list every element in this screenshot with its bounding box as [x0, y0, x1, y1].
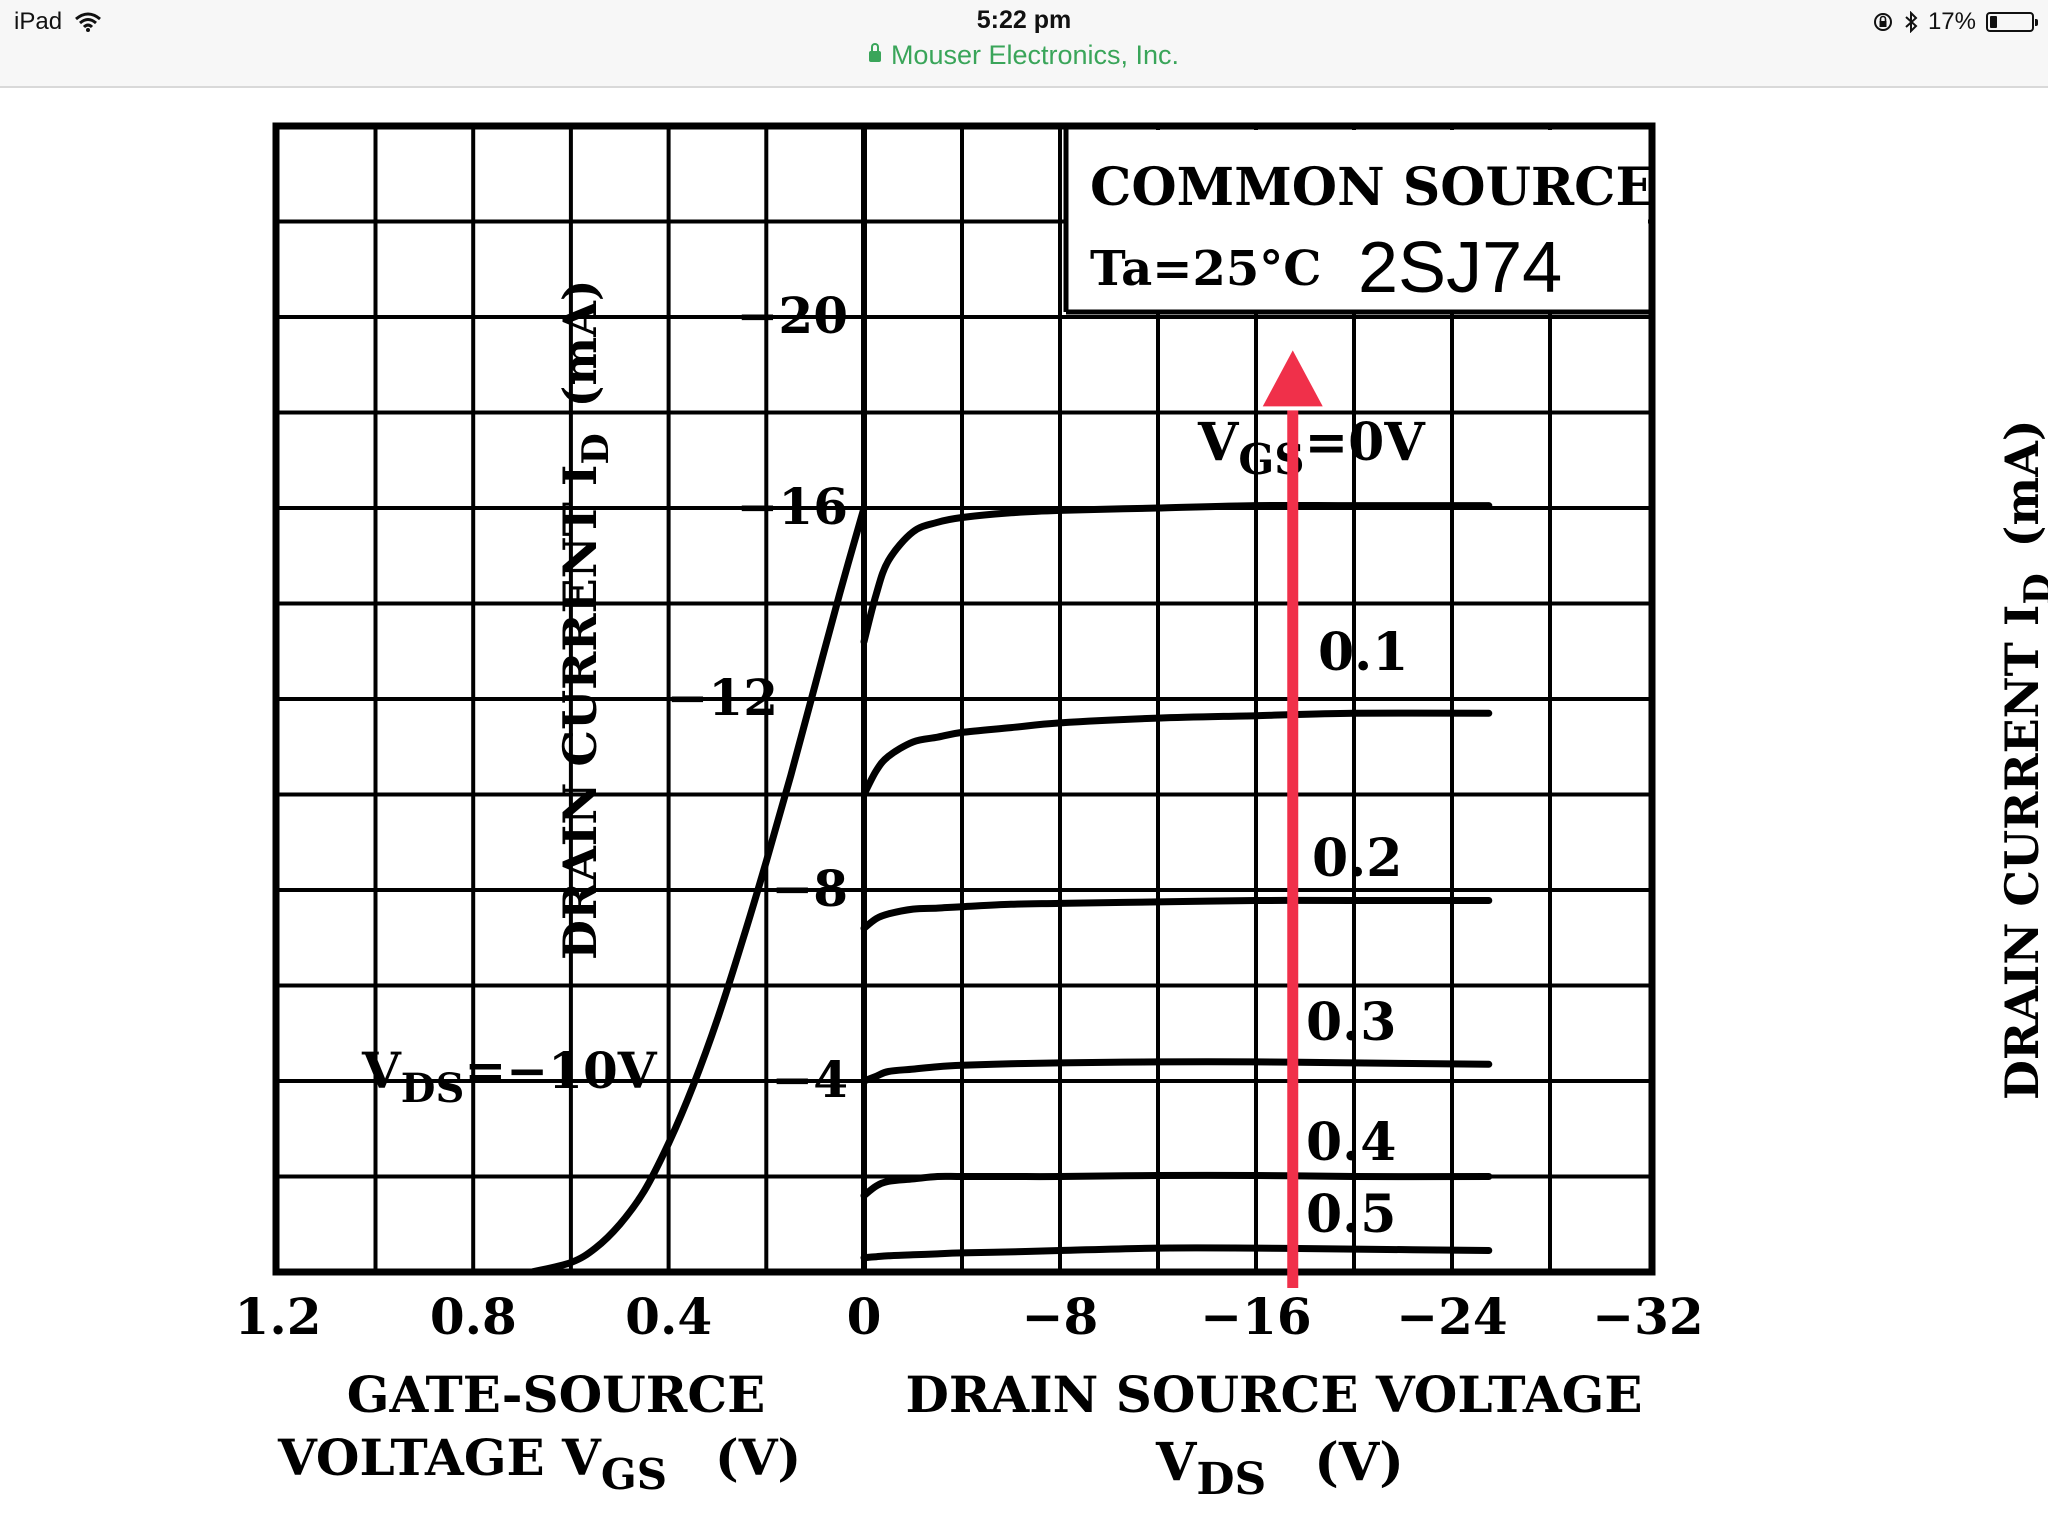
chart-title: COMMON SOURCE: [1090, 157, 1655, 218]
device-name: iPad: [14, 8, 63, 35]
x-tick-labels: 1.2 0.8 0.4 0 −8 −16 −24 −32: [235, 1287, 1704, 1346]
bluetooth-icon: [1905, 11, 1918, 33]
battery-percent: 17%: [1927, 8, 1976, 35]
part-number: 2SJ74: [1358, 228, 1562, 308]
transfer-curve: [528, 504, 868, 1276]
vds-annotation: VDS=−10V: [361, 1041, 658, 1112]
output-curve: [860, 501, 1493, 646]
x-tick-label-vgs: 0.4: [625, 1287, 712, 1346]
series-labels: VGS=0V 0.1 0.2 0.3 0.4 0.5: [1197, 412, 1426, 1245]
series-label: 0.2: [1312, 828, 1402, 889]
left-x-label-line2: VOLTAGE VGS (V): [277, 1428, 801, 1499]
status-time: 5:22 pm: [976, 6, 1072, 34]
series-label: 0.3: [1306, 992, 1396, 1053]
wifi-icon: [75, 12, 102, 32]
y-axis-label: DRAIN CURRENT ID(mA): [553, 279, 617, 960]
x-tick-label-vds: 0: [847, 1287, 882, 1346]
x-tick-label-vgs: 1.2: [235, 1287, 322, 1346]
y-tick-label: −20: [737, 286, 848, 345]
x-tick-label-vds: −8: [1022, 1287, 1099, 1346]
lock-icon: [868, 43, 881, 62]
x-tick-label-vds: −16: [1200, 1287, 1311, 1346]
status-right: 17%: [1872, 8, 2038, 36]
output-curve: [860, 1244, 1493, 1262]
series-label: 0.4: [1306, 1112, 1396, 1173]
right-x-label-line1: DRAIN SOURCE VOLTAGE: [906, 1365, 1643, 1424]
x-tick-label-vgs: 0.8: [430, 1287, 517, 1346]
annotation-arrow: [1262, 350, 1323, 1288]
site-address[interactable]: Mouser Electronics, Inc.: [0, 40, 2048, 71]
series-label: 0.1: [1318, 622, 1408, 683]
arrow-head: [1262, 350, 1323, 407]
output-curve: [860, 709, 1493, 798]
orientation-lock-icon: [1873, 13, 1892, 31]
x-tick-label-vds: −32: [1592, 1287, 1703, 1346]
battery-fill: [1990, 16, 1997, 28]
curves: [528, 501, 1493, 1276]
status-left: iPad: [14, 8, 102, 36]
y-tick-label: −12: [667, 668, 778, 727]
right-x-label-line2: VDS (V): [1155, 1432, 1404, 1505]
plot-frame: [272, 122, 1656, 1276]
y-tick-label: −8: [771, 859, 848, 918]
y-tick-labels: −20 −16 −12 −8 −4: [667, 286, 848, 1109]
status-bar: iPad 5:22 pm Mouser Electronics, Inc. 17…: [0, 0, 2048, 88]
left-x-label-line1: GATE-SOURCE: [347, 1365, 765, 1424]
x-tick-label-vds: −24: [1396, 1287, 1507, 1346]
series-label: VGS=0V: [1197, 412, 1426, 484]
site-name: Mouser Electronics, Inc.: [890, 40, 1180, 70]
output-curve: [860, 1058, 1493, 1085]
series-label: 0.5: [1306, 1184, 1396, 1245]
battery-icon: [1986, 12, 2038, 32]
y-tick-label: −4: [771, 1050, 848, 1109]
right-edge-y-label: DRAIN CURRENT ID(mA): [1995, 419, 2048, 1100]
y-tick-label: −16: [737, 477, 848, 536]
chart-condition: Ta=25°C: [1090, 241, 1321, 297]
output-curve: [860, 1171, 1493, 1200]
title-box-mask: [1066, 130, 1648, 312]
output-curve: [860, 896, 1493, 932]
